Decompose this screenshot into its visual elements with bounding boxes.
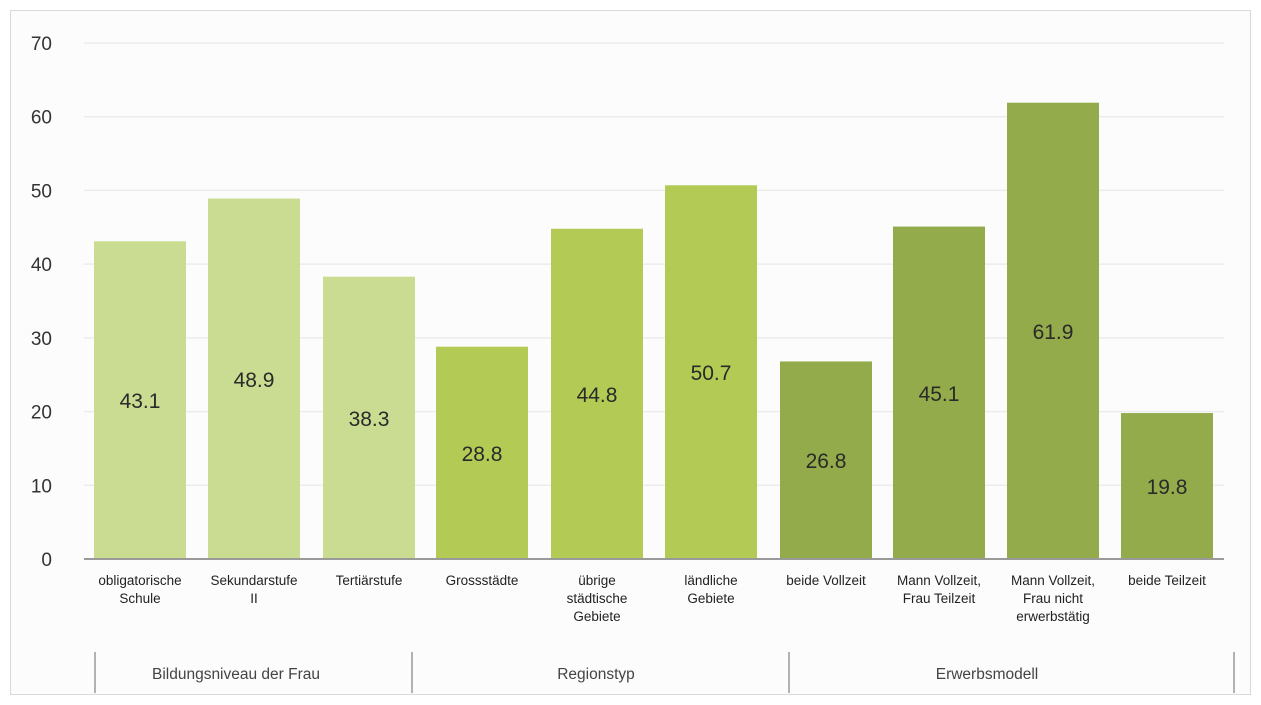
x-tick-label: übrige: [578, 573, 616, 588]
bar: [208, 198, 300, 559]
bar: [94, 241, 186, 559]
x-tick-label: beide Teilzeit: [1128, 573, 1206, 588]
data-label: 61.9: [1033, 321, 1074, 344]
data-label: 26.8: [806, 450, 847, 473]
bar: [780, 361, 872, 559]
data-label: 45.1: [919, 383, 960, 406]
data-label: 43.1: [120, 390, 161, 413]
y-tick-label: 60: [31, 108, 52, 129]
x-tick-label: Frau nicht: [1023, 591, 1083, 606]
y-tick-label: 70: [31, 34, 52, 55]
bar: [665, 185, 757, 560]
bar: [1121, 413, 1213, 559]
group-label: Erwerbsmodell: [936, 666, 1039, 683]
data-label: 50.7: [691, 362, 732, 385]
data-label: 28.8: [462, 443, 503, 466]
x-tick-label: obligatorische: [98, 573, 181, 588]
data-label: 19.8: [1147, 476, 1188, 499]
bar: [436, 346, 528, 559]
bar: [1007, 102, 1099, 560]
x-tick-label: Mann Vollzeit,: [897, 573, 981, 588]
group-label: Regionstyp: [557, 666, 635, 683]
x-tick-label: II: [250, 591, 258, 606]
y-tick-label: 50: [31, 181, 52, 202]
x-tick-label: Grossstädte: [446, 573, 519, 588]
y-tick-label: 20: [31, 403, 52, 424]
x-tick-label: beide Vollzeit: [786, 573, 866, 588]
data-label: 38.3: [349, 408, 390, 431]
bar: [551, 228, 643, 559]
data-label: 48.9: [234, 369, 275, 392]
x-tick-label: ländliche: [684, 573, 737, 588]
y-tick-label: 10: [31, 476, 52, 497]
x-tick-label: Gebiete: [687, 591, 734, 606]
y-tick-label: 0: [41, 550, 52, 571]
x-tick-label: Mann Vollzeit,: [1011, 573, 1095, 588]
x-tick-label: Schule: [119, 591, 160, 606]
x-tick-label: erwerbstätig: [1016, 609, 1090, 624]
y-tick-label: 40: [31, 255, 52, 276]
x-tick-label: Frau Teilzeit: [903, 591, 976, 606]
y-tick-label: 30: [31, 329, 52, 350]
x-tick-label: städtische: [567, 591, 628, 606]
x-tick-label: Gebiete: [573, 609, 620, 624]
data-label: 44.8: [577, 384, 618, 407]
group-label: Bildungsniveau der Frau: [152, 666, 320, 683]
x-tick-label: Tertiärstufe: [336, 573, 403, 588]
bar: [893, 226, 985, 559]
bar: [323, 276, 415, 559]
x-tick-label: Sekundarstufe: [210, 573, 297, 588]
